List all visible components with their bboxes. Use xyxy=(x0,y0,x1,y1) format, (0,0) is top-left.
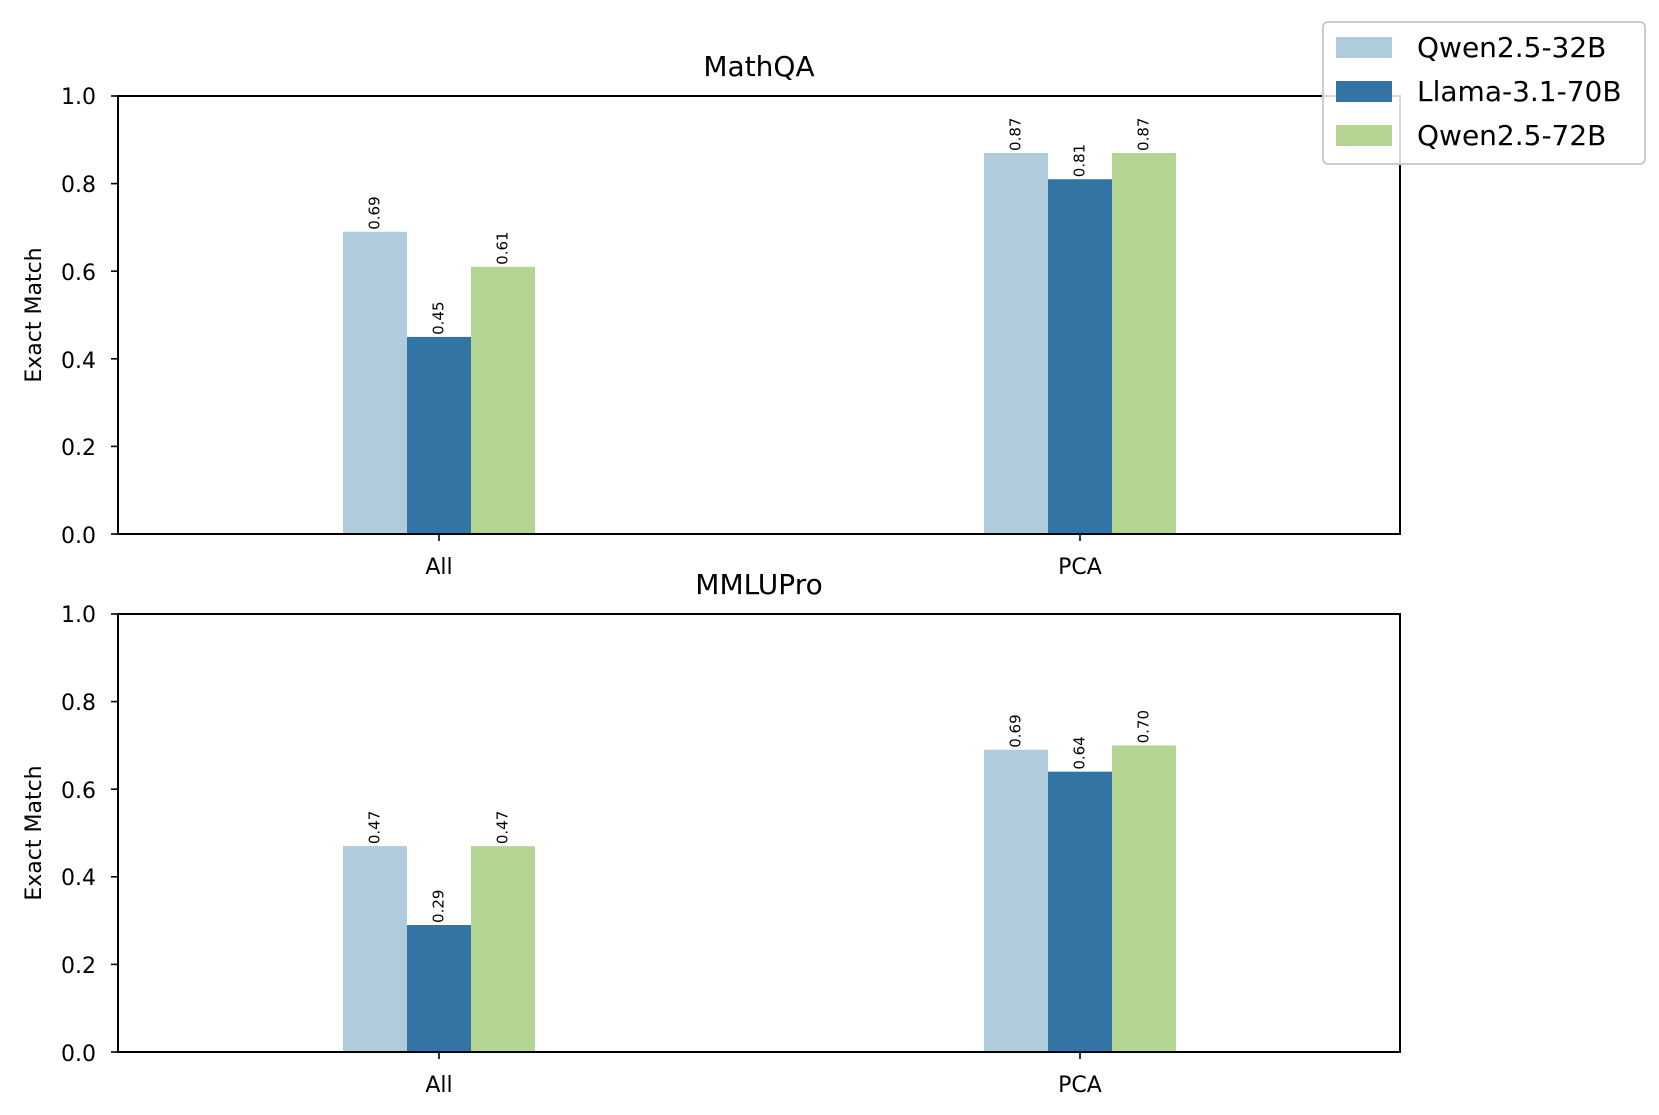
y-tick-label: 0.4 xyxy=(61,349,96,374)
y-tick-label: 1.0 xyxy=(61,603,96,628)
bar-value-label: 0.45 xyxy=(430,301,448,334)
x-tick-label: All xyxy=(425,555,452,580)
bar-value-label: 0.70 xyxy=(1135,710,1153,743)
bar-qwen2-5-32b-pca xyxy=(984,152,1048,534)
bar-value-label: 0.64 xyxy=(1071,736,1089,769)
y-tick-label: 0.2 xyxy=(61,954,96,979)
plot-area-frame xyxy=(117,95,1401,535)
legend-swatch xyxy=(1336,37,1392,58)
bar-value-label: 0.81 xyxy=(1071,144,1089,177)
mmlupro-panel: MMLUPro Exact Match 0.0 0.2 0.4 0.6 0.8 … xyxy=(22,568,1401,1098)
bar-value-label: 0.47 xyxy=(494,811,512,844)
y-axis-label: Exact Match xyxy=(22,247,47,382)
bar-qwen2-5-72b-pca xyxy=(1112,152,1176,534)
bar-value-label: 0.61 xyxy=(494,231,512,264)
legend-label: Qwen2.5-72B xyxy=(1417,119,1606,152)
bar-llama-3-1-70b-all xyxy=(407,336,471,534)
bar-llama-3-1-70b-pca xyxy=(1048,771,1112,1052)
y-axis-label: Exact Match xyxy=(22,765,47,900)
bar-qwen2-5-32b-all xyxy=(343,231,407,534)
bar-value-label: 0.69 xyxy=(366,196,384,229)
bar-qwen2-5-32b-pca xyxy=(984,749,1048,1052)
bar-qwen2-5-32b-all xyxy=(343,846,407,1052)
x-ticks: All PCA xyxy=(425,1073,1101,1098)
legend-label: Qwen2.5-32B xyxy=(1417,31,1606,64)
bars: 0.47 0.69 0.29 0.64 0.47 0.70 xyxy=(343,710,1176,1052)
y-tick-label: 0.8 xyxy=(61,691,96,716)
bar-llama-3-1-70b-pca xyxy=(1048,179,1112,534)
y-tick-label: 0.0 xyxy=(61,524,96,549)
x-tick-label: PCA xyxy=(1058,1073,1102,1098)
x-tick-label: PCA xyxy=(1058,555,1102,580)
legend-frame xyxy=(1322,21,1646,165)
legend: Qwen2.5-32B Llama-3.1-70B Qwen2.5-72B xyxy=(1322,21,1646,165)
y-ticks: 0.0 0.2 0.4 0.6 0.8 1.0 xyxy=(61,603,96,1067)
bar-llama-3-1-70b-all xyxy=(407,924,471,1052)
mathqa-panel: MathQA Exact Match 0.0 0.2 0.4 0.6 0.8 1… xyxy=(22,50,1401,580)
legend-swatch xyxy=(1336,125,1392,146)
legend-label: Llama-3.1-70B xyxy=(1417,75,1622,108)
legend-swatch xyxy=(1336,81,1392,102)
y-tick-label: 1.0 xyxy=(61,85,96,110)
bar-value-label: 0.47 xyxy=(366,811,384,844)
bar-qwen2-5-72b-all xyxy=(471,266,535,534)
chart-title: MathQA xyxy=(703,50,814,83)
y-tick-label: 0.6 xyxy=(61,261,96,286)
y-tick-label: 0.4 xyxy=(61,866,96,891)
x-tick-label: All xyxy=(425,1073,452,1098)
y-tick-label: 0.2 xyxy=(61,436,96,461)
y-ticks: 0.0 0.2 0.4 0.6 0.8 1.0 xyxy=(61,85,96,549)
bar-value-label: 0.69 xyxy=(1007,714,1025,747)
bar-value-label: 0.87 xyxy=(1007,118,1025,151)
x-ticks: All PCA xyxy=(425,555,1101,580)
bar-value-label: 0.29 xyxy=(430,890,448,923)
y-tick-label: 0.8 xyxy=(61,173,96,198)
plot-area-frame xyxy=(117,613,1401,1053)
chart-title: MMLUPro xyxy=(695,568,822,601)
bar-qwen2-5-72b-pca xyxy=(1112,745,1176,1052)
bar-value-label: 0.87 xyxy=(1135,118,1153,151)
y-tick-label: 0.0 xyxy=(61,1042,96,1067)
bar-qwen2-5-72b-all xyxy=(471,846,535,1052)
y-tick-label: 0.6 xyxy=(61,779,96,804)
bars: 0.69 0.87 0.45 0.81 0.61 0.87 xyxy=(343,118,1176,534)
